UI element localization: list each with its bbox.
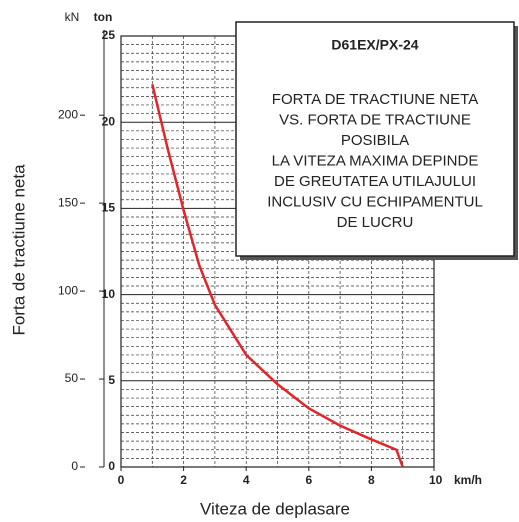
y-axis-label: Forta de tractiune neta xyxy=(9,164,28,336)
box-line: DE GREUTATEA UTILAJULUI xyxy=(274,173,476,190)
box-line: VS. FORTA DE TRACTIUNE xyxy=(279,111,471,128)
x-tick-label: 10 xyxy=(429,473,443,487)
y-tick-label: 0 xyxy=(108,459,115,473)
y2-unit: kN xyxy=(65,10,80,24)
y-tick-label: 20 xyxy=(102,114,116,128)
y2-tick-label: 50 xyxy=(65,371,79,385)
box-line: FORTA DE TRACTIUNE NETA xyxy=(272,91,478,108)
box-title: D61EX/PX-24 xyxy=(331,37,418,53)
info-box xyxy=(235,21,515,257)
y2-tick-label: 150 xyxy=(58,195,78,209)
x-tick-label: 2 xyxy=(180,473,187,487)
y-tick-label: 10 xyxy=(102,287,116,301)
x-tick-label: 4 xyxy=(243,473,250,487)
y-tick-label: 25 xyxy=(102,28,116,42)
y2-tick-label: 0 xyxy=(71,459,78,473)
box-line: INCLUSIV CU ECHIPAMENTUL xyxy=(267,193,483,210)
x-tick-label: 0 xyxy=(118,473,125,487)
box-line: LA VITEZA MAXIMA DEPINDE xyxy=(272,152,479,169)
x-axis-label: Viteza de deplasare xyxy=(200,499,350,518)
y-tick-label: 5 xyxy=(108,373,115,387)
x-tick-label: 6 xyxy=(305,473,312,487)
y2-tick-label: 100 xyxy=(58,283,78,297)
x-unit: km/h xyxy=(454,473,482,487)
line-series xyxy=(151,83,404,468)
y-tick-label: 15 xyxy=(102,201,116,215)
y2-tick-label: 200 xyxy=(58,107,78,121)
y-unit: ton xyxy=(94,10,113,24)
box-line: DE LUCRU xyxy=(337,214,414,231)
box-line: POSIBILA xyxy=(341,132,409,149)
x-tick-label: 8 xyxy=(368,473,375,487)
